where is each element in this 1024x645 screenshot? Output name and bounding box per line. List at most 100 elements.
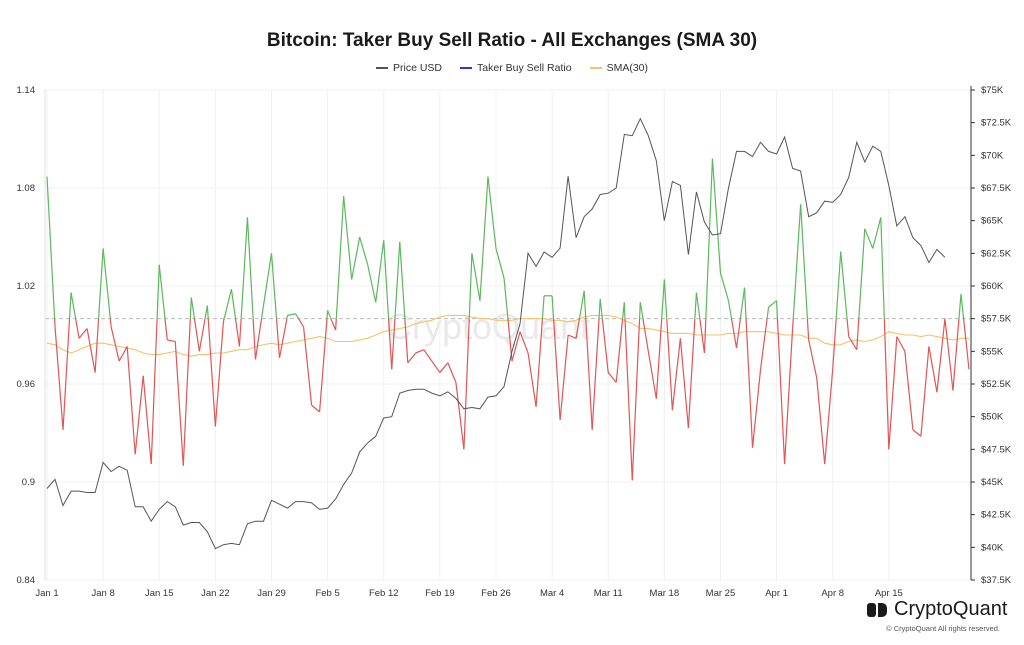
brand-name: CryptoQuant <box>894 598 1008 620</box>
ratio-segment <box>126 346 136 455</box>
legend-item-taker-ratio[interactable]: Taker Buy Sell Ratio <box>460 62 572 74</box>
ratio-segment <box>883 318 890 450</box>
ratio-segment <box>246 217 254 319</box>
ratio-segment <box>695 292 701 319</box>
ratio-segment <box>896 336 906 352</box>
right-tick-label: $70K <box>981 150 1004 161</box>
legend-swatch-taker-ratio <box>460 67 473 69</box>
x-tick-label: Jan 29 <box>257 588 286 599</box>
ratio-segment <box>904 351 914 430</box>
ratio-segment <box>46 176 56 319</box>
ratio-segment <box>928 346 938 393</box>
ratio-segment <box>311 404 320 413</box>
ratio-segment <box>70 292 77 319</box>
x-tick-label: Mar 25 <box>706 588 736 599</box>
ratio-segment <box>439 362 449 373</box>
legend: Price USD Taker Buy Sell Ratio SMA(30) <box>0 62 1024 74</box>
ratio-segment <box>94 318 100 373</box>
ratio-segment <box>110 326 120 362</box>
x-tick-label: Jan 15 <box>145 588 174 599</box>
x-tick-label: Apr 15 <box>875 588 903 599</box>
ratio-segment <box>468 253 473 319</box>
right-tick-label: $40K <box>981 542 1004 553</box>
ratio-segment <box>388 318 393 370</box>
ratio-segment <box>567 334 577 339</box>
ratio-segment <box>912 429 922 437</box>
ratio-segment <box>447 362 457 383</box>
ratio-segment <box>230 289 237 319</box>
ratio-segment <box>623 302 626 319</box>
ratio-segment <box>880 217 885 319</box>
ratio-segment <box>463 318 470 450</box>
ratio-segment <box>54 326 64 430</box>
ratio-segment <box>784 328 794 465</box>
ratio-segment <box>97 248 104 319</box>
ratio-segment <box>751 369 762 448</box>
left-tick-label: 1.08 <box>17 183 36 194</box>
ratio-segment <box>167 339 176 343</box>
legend-item-price[interactable]: Price USD <box>376 62 442 74</box>
ratio-segment <box>792 318 794 329</box>
ratio-segment <box>423 349 433 362</box>
ratio-segment <box>591 318 600 430</box>
x-tick-label: Mar 11 <box>594 588 623 599</box>
ratio-segment <box>511 331 521 362</box>
x-tick-label: Feb 12 <box>369 588 399 599</box>
ratio-segment <box>952 318 960 391</box>
ratio-segment <box>318 318 328 412</box>
right-tick-label: $55K <box>981 346 1004 357</box>
right-tick-label: $50K <box>981 412 1004 423</box>
ratio-segment <box>142 375 152 465</box>
ratio-segment <box>864 228 874 249</box>
right-tick-label: $75K <box>981 85 1004 96</box>
right-tick-label: $57.5K <box>981 314 1012 325</box>
ratio-segment <box>578 290 585 319</box>
ratio-segment <box>936 318 946 393</box>
x-tick-label: Feb 26 <box>481 588 511 599</box>
ratio-segment <box>487 176 497 249</box>
legend-item-sma[interactable]: SMA(30) <box>589 62 648 74</box>
right-tick-label: $42.5K <box>981 510 1012 521</box>
ratio-segment <box>699 318 706 354</box>
ratio-segment <box>383 240 390 319</box>
ratio-segment <box>552 318 561 420</box>
ratio-segment <box>415 349 425 354</box>
ratio-segment <box>471 253 481 301</box>
ratio-segment <box>806 318 810 340</box>
ratio-segment <box>615 318 624 383</box>
ratio-segment <box>703 318 707 353</box>
ratio-segment <box>743 287 747 319</box>
ratio-segment <box>575 318 581 339</box>
ratio-segment <box>768 300 777 308</box>
ratio-segment <box>86 328 96 373</box>
ratio-segment <box>223 289 232 319</box>
ratio-segment <box>607 372 617 383</box>
ratio-segment <box>189 297 192 319</box>
x-tick-label: Jan 8 <box>91 588 114 599</box>
ratio-segment <box>944 318 954 391</box>
ratio-segment <box>270 253 278 319</box>
ratio-segment <box>846 318 850 337</box>
x-tick-label: Feb 19 <box>425 588 455 599</box>
ratio-segment <box>832 318 837 370</box>
ratio-segment <box>872 217 882 249</box>
left-tick-label: 1.14 <box>17 85 36 96</box>
ratio-segment <box>679 338 689 429</box>
ratio-segment <box>479 176 489 301</box>
ratio-layer <box>46 158 970 481</box>
ratio-segment <box>391 318 396 370</box>
ratio-segment <box>278 318 288 358</box>
ratio-segment <box>198 318 206 352</box>
ratio-segment <box>118 346 128 362</box>
ratio-segment <box>519 331 529 354</box>
ratio-segment <box>759 318 768 370</box>
ratio-segment <box>375 240 385 303</box>
ratio-segment <box>78 328 88 339</box>
ratio-segment <box>541 295 545 319</box>
ratio-segment <box>661 279 665 319</box>
ratio-segment <box>642 318 649 352</box>
ratio-segment <box>275 318 281 358</box>
ratio-segment <box>455 382 465 450</box>
ratio-segment <box>816 377 826 465</box>
ratio-segment <box>792 204 802 319</box>
